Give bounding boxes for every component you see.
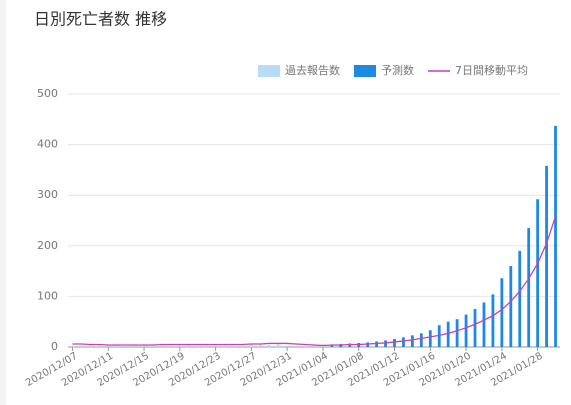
bar — [330, 344, 334, 347]
bar — [71, 345, 74, 347]
legend-label: 7日間移動平均 — [455, 63, 528, 77]
y-tick-label: 0 — [51, 340, 58, 353]
bar — [97, 344, 101, 347]
bar — [518, 250, 522, 347]
bar — [411, 335, 414, 347]
y-tick-label: 100 — [37, 289, 58, 302]
bar — [160, 343, 164, 347]
bar — [133, 344, 137, 347]
bar — [124, 345, 128, 347]
bar — [80, 345, 83, 347]
bar — [527, 228, 531, 347]
y-tick-label: 400 — [37, 138, 58, 151]
bar — [205, 344, 209, 347]
bar — [375, 341, 379, 347]
bar — [178, 344, 182, 347]
bar — [276, 344, 280, 347]
bar — [196, 345, 200, 347]
legend-swatch — [258, 65, 280, 77]
bar — [419, 333, 423, 347]
y-tick-label: 200 — [37, 239, 58, 252]
bar — [482, 302, 486, 347]
bar — [214, 344, 217, 347]
ma-line — [72, 216, 557, 347]
bar — [223, 343, 226, 347]
bar — [554, 125, 557, 348]
bar — [366, 342, 370, 347]
bar — [428, 330, 432, 347]
side-strip — [0, 0, 6, 405]
y-tick-label: 300 — [37, 188, 58, 201]
bar — [115, 344, 119, 347]
bar — [294, 345, 298, 347]
bar — [536, 199, 540, 347]
bar — [267, 344, 271, 347]
bar — [384, 340, 387, 347]
bar — [437, 325, 441, 347]
bar — [151, 344, 155, 347]
bar — [402, 337, 405, 347]
legend-swatch — [354, 65, 376, 77]
bar — [232, 345, 235, 347]
bar — [473, 309, 477, 347]
bar — [169, 345, 173, 347]
bar — [393, 338, 396, 347]
bar — [241, 344, 244, 347]
legend-label: 過去報告数 — [285, 64, 340, 77]
bar — [509, 266, 513, 347]
bar — [455, 319, 459, 347]
bar — [500, 278, 504, 347]
bar — [348, 343, 352, 347]
chart-title: 日別死亡者数 推移 — [34, 10, 167, 29]
bar — [187, 344, 191, 347]
y-tick-label: 500 — [37, 87, 58, 100]
bar — [142, 345, 146, 347]
bar — [312, 344, 316, 347]
bar — [491, 294, 495, 347]
bar — [249, 344, 253, 347]
bar — [285, 345, 289, 347]
bar — [258, 343, 262, 347]
bar — [545, 165, 548, 347]
bar — [303, 345, 307, 347]
bar — [464, 314, 468, 347]
bar — [106, 345, 110, 347]
legend-label: 予測数 — [381, 63, 414, 77]
bar — [88, 344, 92, 347]
bar — [446, 321, 450, 347]
